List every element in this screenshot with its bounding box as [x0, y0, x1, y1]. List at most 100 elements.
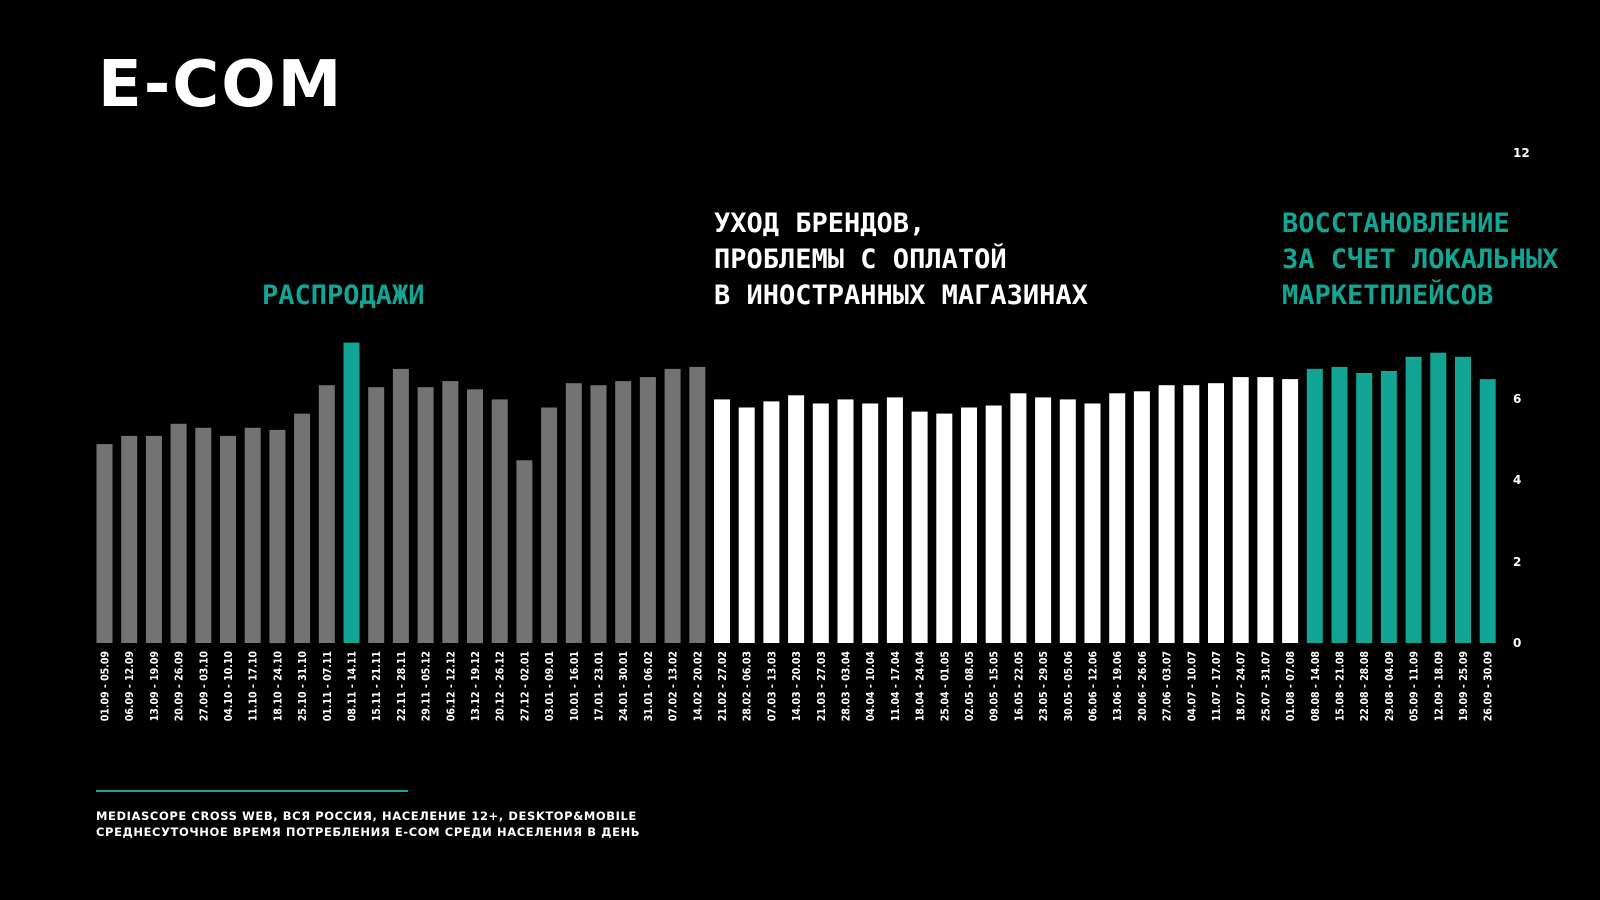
x-tick-label-19: 10.01 - 16.01 — [569, 651, 581, 721]
bar-1 — [121, 435, 138, 643]
x-tick-label-52: 29.08 - 04.09 — [1384, 651, 1396, 721]
bar-16 — [491, 399, 508, 643]
bar-38 — [1035, 397, 1052, 643]
x-tick-label-22: 31.01 - 06.02 — [643, 651, 655, 721]
x-tick-label-28: 14.03 - 20.03 — [791, 651, 803, 721]
x-tick-label-16: 20.12 - 26.12 — [495, 651, 507, 721]
bar-4 — [195, 427, 212, 643]
bar-31 — [862, 403, 879, 643]
x-tick-label-40: 06.06 - 12.06 — [1088, 651, 1100, 722]
x-tick-label-48: 01.08 - 07.08 — [1285, 651, 1297, 721]
bar-9 — [318, 385, 335, 643]
x-tick-label-44: 04.07 - 10.07 — [1186, 651, 1198, 721]
x-tick-label-38: 23.05 - 29.05 — [1038, 651, 1050, 721]
y-tick-label-12: 12 — [1513, 146, 1530, 160]
x-tick-label-25: 21.02 - 27.02 — [717, 651, 729, 721]
x-tick-label-6: 11.10 - 17.10 — [248, 651, 260, 722]
bar-23 — [664, 368, 681, 643]
x-tick-label-12: 22.11 - 28.11 — [396, 651, 408, 721]
bar-0 — [96, 444, 113, 643]
bar-56 — [1479, 379, 1496, 643]
bar-20 — [590, 385, 607, 643]
bar-11 — [368, 387, 385, 643]
x-tick-label-34: 25.04 - 01.05 — [939, 651, 951, 721]
bar-2 — [145, 435, 162, 643]
bar-15 — [467, 389, 483, 644]
bar-55 — [1455, 356, 1471, 643]
bar-54 — [1430, 352, 1447, 643]
bar-6 — [244, 427, 261, 643]
x-tick-label-30: 28.03 - 03.04 — [841, 651, 853, 722]
bar-5 — [220, 435, 236, 643]
bar-42 — [1133, 391, 1150, 643]
bar-52 — [1380, 371, 1397, 643]
y-tick-label-2: 2 — [1513, 555, 1521, 569]
x-tick-label-4: 27.09 - 03.10 — [198, 651, 210, 722]
x-tick-label-18: 03.01 - 09.01 — [544, 651, 556, 721]
x-tick-label-35: 02.05 - 08.05 — [964, 651, 976, 721]
x-tick-label-26: 28.02 - 06.03 — [742, 651, 754, 721]
x-tick-label-3: 20.09 - 26.09 — [174, 651, 186, 721]
page-title: E-COM — [98, 48, 344, 122]
x-tick-label-46: 18.07 - 24.07 — [1236, 651, 1248, 721]
x-tick-label-45: 11.07 - 17.07 — [1211, 651, 1223, 721]
x-tick-label-43: 27.06 - 03.07 — [1162, 651, 1174, 721]
x-tick-label-39: 30.05 - 05.06 — [1063, 651, 1075, 722]
bar-13 — [417, 387, 434, 643]
bar-34 — [936, 413, 953, 643]
annotation-sale: РАСПРОДАЖИ — [262, 280, 425, 311]
bar-47 — [1257, 377, 1274, 643]
bar-26 — [738, 407, 755, 643]
bar-21 — [615, 381, 632, 643]
x-tick-label-50: 15.08 - 21.08 — [1335, 651, 1347, 721]
x-tick-label-27: 07.03 - 13.03 — [766, 651, 778, 721]
x-tick-label-8: 25.10 - 31.10 — [297, 651, 309, 722]
bar-36 — [985, 405, 1002, 643]
bar-46 — [1232, 377, 1249, 643]
x-tick-label-51: 22.08 - 28.08 — [1359, 651, 1371, 721]
x-tick-label-56: 26.09 - 30.09 — [1483, 651, 1495, 721]
bar-29 — [812, 403, 829, 643]
x-tick-label-36: 09.05 - 15.05 — [989, 651, 1001, 721]
x-tick-label-14: 06.12 - 12.12 — [445, 651, 457, 721]
x-tick-label-49: 08.08 - 14.08 — [1310, 651, 1322, 721]
bar-33 — [911, 411, 928, 643]
bar-3 — [170, 423, 187, 643]
x-tick-label-42: 20.06 - 26.06 — [1137, 651, 1149, 722]
bar-24 — [689, 366, 706, 643]
x-tick-label-55: 19.09 - 25.09 — [1458, 651, 1470, 721]
bar-37 — [1010, 393, 1027, 643]
y-tick-label-4: 4 — [1513, 473, 1521, 487]
bar-48 — [1282, 379, 1299, 643]
bar-8 — [294, 413, 311, 643]
x-tick-label-41: 13.06 - 19.06 — [1112, 651, 1124, 722]
bar-41 — [1109, 393, 1126, 643]
x-tick-label-5: 04.10 - 10.10 — [223, 651, 235, 722]
bar-28 — [788, 395, 805, 643]
bar-14 — [442, 381, 459, 643]
y-tick-label-0: 0 — [1513, 636, 1521, 650]
x-tick-label-47: 25.07 - 31.07 — [1260, 651, 1272, 721]
x-tick-label-31: 04.04 - 10.04 — [865, 651, 877, 722]
x-tick-label-2: 13.09 - 19.09 — [149, 651, 161, 721]
x-tick-label-29: 21.03 - 27.03 — [816, 651, 828, 721]
source-line-2: СРЕДНЕСУТОЧНОЕ ВРЕМЯ ПОТРЕБЛЕНИЯ E-COM С… — [96, 825, 641, 839]
bar-12 — [392, 368, 409, 643]
x-tick-label-21: 24.01 - 30.01 — [618, 651, 630, 721]
x-tick-label-32: 11.04 - 17.04 — [890, 651, 902, 722]
bar-43 — [1158, 385, 1175, 643]
bar-39 — [1059, 399, 1076, 643]
annotation-brand-exit: УХОД БРЕНДОВ, ПРОБЛЕМЫ С ОПЛАТОЙ В ИНОСТ… — [714, 208, 1088, 311]
x-tick-label-10: 08.11 - 14.11 — [347, 651, 359, 721]
bar-51 — [1356, 373, 1373, 643]
bar-44 — [1183, 385, 1200, 643]
annotation-recovery: ВОССТАНОВЛЕНИЕ ЗА СЧЕТ ЛОКАЛЬНЫХ МАРКЕТП… — [1282, 208, 1559, 311]
bar-35 — [961, 407, 977, 643]
x-tick-label-13: 29.11 - 05.12 — [421, 651, 433, 721]
source-note: MEDIASCOPE CROSS WEB, ВСЯ РОССИЯ, НАСЕЛЕ… — [96, 808, 640, 840]
bar-27 — [763, 401, 780, 643]
bar-22 — [639, 377, 656, 643]
x-tick-label-53: 05.09 - 11.09 — [1409, 651, 1421, 721]
x-tick-label-33: 18.04 - 24.04 — [915, 651, 927, 722]
